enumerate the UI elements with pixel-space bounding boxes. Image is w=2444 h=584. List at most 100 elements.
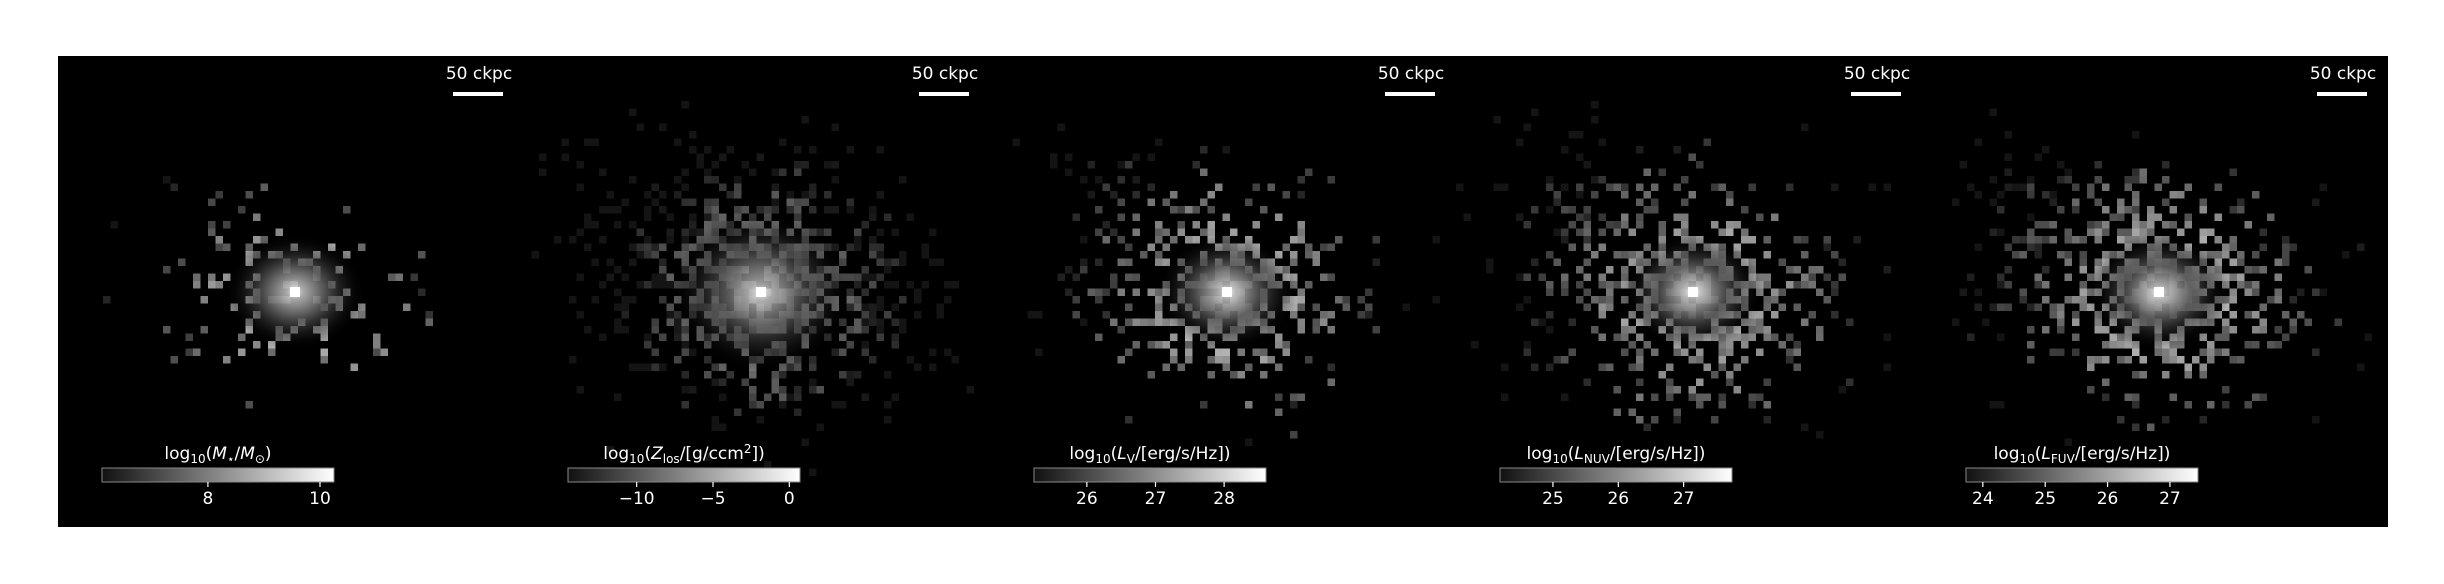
pixel <box>1598 281 1606 289</box>
pixel <box>2034 236 2042 244</box>
pixel <box>1793 348 1801 356</box>
pixel <box>854 228 862 236</box>
pixel <box>2094 198 2102 206</box>
pixel <box>2004 153 2012 161</box>
pixel <box>2237 273 2245 281</box>
pixel <box>1568 318 1576 326</box>
pixel <box>809 191 817 199</box>
pixel <box>1748 326 1756 334</box>
pixel <box>2267 341 2275 349</box>
pixel <box>2214 333 2222 341</box>
pixel <box>2124 341 2132 349</box>
pixel <box>253 236 261 244</box>
pixel <box>734 408 742 416</box>
pixel <box>884 281 892 289</box>
pixel <box>2214 183 2222 191</box>
pixel <box>2229 236 2237 244</box>
pixel <box>1072 296 1080 304</box>
pixel <box>2132 423 2140 431</box>
pixel <box>2169 221 2177 229</box>
pixel <box>2132 168 2140 176</box>
pixel <box>756 206 764 214</box>
pixel <box>1568 348 1576 356</box>
pixel <box>1312 318 1320 326</box>
pixel <box>1057 123 1065 131</box>
label-part: log <box>603 444 629 464</box>
pixel <box>1523 296 1531 304</box>
pixel <box>1050 153 1058 161</box>
pixel <box>2162 221 2170 229</box>
pixel <box>1583 206 1591 214</box>
scalebar <box>2317 92 2367 96</box>
pixel <box>719 378 727 386</box>
pixel <box>1621 333 1629 341</box>
pixel <box>1072 311 1080 319</box>
pixel <box>1072 213 1080 221</box>
pixel <box>771 198 779 206</box>
pixel <box>1808 273 1816 281</box>
pixel <box>1155 303 1163 311</box>
pixel <box>726 146 734 154</box>
pixel <box>1290 236 1298 244</box>
pixel <box>1327 378 1335 386</box>
pixel <box>2109 341 2117 349</box>
pixel <box>876 333 884 341</box>
pixel <box>861 288 869 296</box>
scalebar-label: 50 ckpc <box>912 64 978 84</box>
pixel <box>2252 191 2260 199</box>
pixel <box>2034 303 2042 311</box>
pixel <box>1125 243 1133 251</box>
pixel <box>2042 146 2050 154</box>
pixel <box>2274 326 2282 334</box>
pixel <box>2252 326 2260 334</box>
pixel <box>2019 183 2027 191</box>
pixel <box>1741 333 1749 341</box>
pixel <box>1591 326 1599 334</box>
pixel <box>2357 243 2365 251</box>
pixel <box>1636 393 1644 401</box>
pixel <box>2027 228 2035 236</box>
pixel <box>629 108 637 116</box>
pixel <box>2229 168 2237 176</box>
pixel <box>1703 363 1711 371</box>
pixel <box>644 333 652 341</box>
pixel <box>358 311 366 319</box>
pixel <box>666 311 674 319</box>
pixel <box>891 281 899 289</box>
pixel <box>2199 333 2207 341</box>
pixel <box>891 393 899 401</box>
pixel <box>2132 176 2140 184</box>
pixel <box>1365 288 1373 296</box>
pixel <box>599 333 607 341</box>
pixel <box>2079 296 2087 304</box>
pixel <box>854 243 862 251</box>
pixel <box>2087 183 2095 191</box>
pixel <box>1147 341 1155 349</box>
pixel <box>846 273 854 281</box>
pixel <box>794 393 802 401</box>
pixel <box>1823 236 1831 244</box>
pixel <box>1576 213 1584 221</box>
pixel <box>2162 356 2170 364</box>
pixel <box>1756 311 1764 319</box>
colorbar-tick-label: 0 <box>784 489 795 509</box>
pixel <box>1793 236 1801 244</box>
pixel <box>1778 258 1786 266</box>
pixel <box>1763 326 1771 334</box>
pixel <box>2259 318 2267 326</box>
pixel <box>1613 386 1621 394</box>
pixel <box>2094 221 2102 229</box>
pixel <box>711 416 719 424</box>
pixel <box>1222 356 1230 364</box>
pixel <box>876 146 884 154</box>
pixel <box>1681 348 1689 356</box>
pixel <box>756 416 764 424</box>
pixel <box>621 198 629 206</box>
pixel <box>711 213 719 221</box>
pixel <box>2057 303 2065 311</box>
pixel <box>2214 236 2222 244</box>
pixel <box>2064 168 2072 176</box>
pixel <box>1501 363 1509 371</box>
pixel <box>1576 131 1584 139</box>
pixel <box>606 446 614 454</box>
